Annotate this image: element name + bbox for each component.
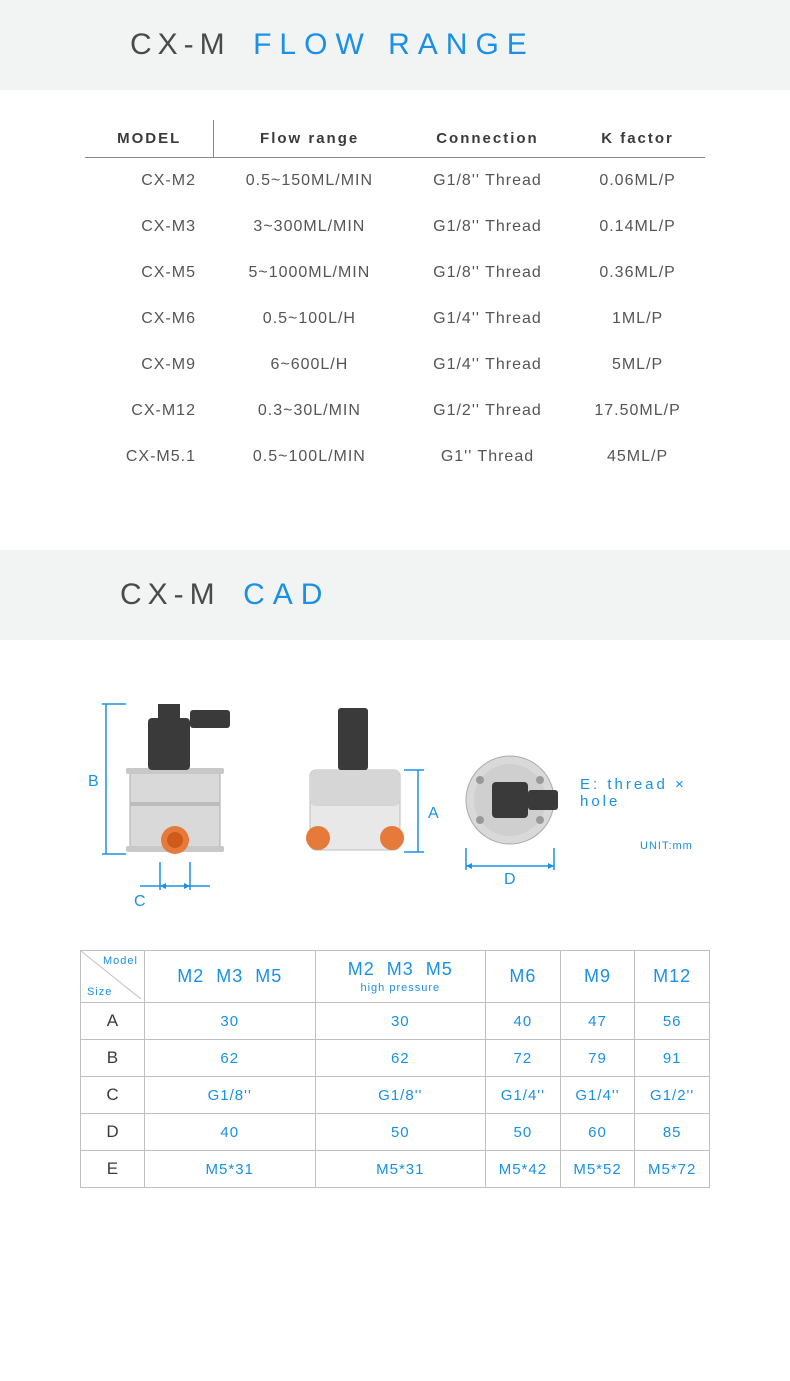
cad-row-label: E xyxy=(81,1151,145,1188)
corner-cell: Model Size xyxy=(81,951,145,1003)
flow-cell: CX-M5.1 xyxy=(85,434,214,480)
flow-cell: G1/8'' Thread xyxy=(405,204,570,250)
cad-cell: 56 xyxy=(635,1003,710,1040)
dim-label-d: D xyxy=(504,871,516,888)
flow-cell: 0.06ML/P xyxy=(570,158,705,205)
header-prefix: CX-M xyxy=(120,578,221,611)
header-suffix: FLOW RANGE xyxy=(253,28,535,61)
flow-cell: 1ML/P xyxy=(570,296,705,342)
flow-cell: CX-M3 xyxy=(85,204,214,250)
dim-label-a: A xyxy=(428,805,439,822)
flow-cell: 0.5~100L/MIN xyxy=(214,434,405,480)
flow-col-header: K factor xyxy=(570,120,705,158)
cad-cell: G1/4'' xyxy=(560,1077,635,1114)
flow-cell: CX-M6 xyxy=(85,296,214,342)
cad-cell: G1/8'' xyxy=(315,1077,486,1114)
flow-cell: 0.36ML/P xyxy=(570,250,705,296)
cad-cell: G1/8'' xyxy=(144,1077,315,1114)
table-row: CX-M20.5~150ML/MING1/8'' Thread0.06ML/P xyxy=(85,158,705,205)
cad-col-header: M6 xyxy=(486,951,561,1003)
flow-col-header: Flow range xyxy=(214,120,405,158)
cad-cell: M5*31 xyxy=(315,1151,486,1188)
flow-cell: 6~600L/H xyxy=(214,342,405,388)
cad-cell: 91 xyxy=(635,1040,710,1077)
cad-cell: M5*52 xyxy=(560,1151,635,1188)
flow-cell: G1'' Thread xyxy=(405,434,570,480)
cad-cell: 62 xyxy=(144,1040,315,1077)
cad-cell: G1/2'' xyxy=(635,1077,710,1114)
cad-col-header: M9 xyxy=(560,951,635,1003)
table-row: CG1/8''G1/8''G1/4''G1/4''G1/2'' xyxy=(81,1077,710,1114)
header-prefix: CX-M xyxy=(130,28,231,61)
flow-cell: G1/8'' Thread xyxy=(405,250,570,296)
flow-cell: 0.5~100L/H xyxy=(214,296,405,342)
dim-label-c: C xyxy=(134,893,146,910)
table-row: CX-M33~300ML/MING1/8'' Thread0.14ML/P xyxy=(85,204,705,250)
flow-cell: CX-M5 xyxy=(85,250,214,296)
cad-cell: G1/4'' xyxy=(486,1077,561,1114)
cad-row-label: A xyxy=(81,1003,145,1040)
cad-cell: M5*72 xyxy=(635,1151,710,1188)
flow-cell: G1/8'' Thread xyxy=(405,158,570,205)
e-note: E: thread × hole xyxy=(580,776,710,810)
cad-row-label: B xyxy=(81,1040,145,1077)
flow-range-header: CX-M FLOW RANGE xyxy=(0,0,790,90)
corner-model: Model xyxy=(103,955,138,967)
cad-cell: 40 xyxy=(486,1003,561,1040)
flow-cell: CX-M9 xyxy=(85,342,214,388)
flow-cell: 5ML/P xyxy=(570,342,705,388)
table-row: CX-M5.10.5~100L/MING1'' Thread45ML/P xyxy=(85,434,705,480)
flow-cell: 0.5~150ML/MIN xyxy=(214,158,405,205)
dim-label-b: B xyxy=(88,773,99,790)
cad-cell: 50 xyxy=(486,1114,561,1151)
cad-cell: 60 xyxy=(560,1114,635,1151)
table-row: A3030404756 xyxy=(81,1003,710,1040)
cad-dimensions-table: Model Size M2 M3 M5M2 M3 M5high pressureM6… xyxy=(80,950,710,1188)
flow-cell: 45ML/P xyxy=(570,434,705,480)
cad-cell: 47 xyxy=(560,1003,635,1040)
table-row: CX-M96~600L/HG1/4'' Thread5ML/P xyxy=(85,342,705,388)
cad-col-header: M2 M3 M5 xyxy=(144,951,315,1003)
cad-cell: 40 xyxy=(144,1114,315,1151)
cad-cell: 30 xyxy=(144,1003,315,1040)
table-row: D4050506085 xyxy=(81,1114,710,1151)
cad-cell: 79 xyxy=(560,1040,635,1077)
flow-cell: 0.14ML/P xyxy=(570,204,705,250)
corner-size: Size xyxy=(87,986,112,998)
unit-note: UNIT:mm xyxy=(640,840,693,852)
flow-cell: 3~300ML/MIN xyxy=(214,204,405,250)
flow-cell: G1/4'' Thread xyxy=(405,296,570,342)
cad-cell: 30 xyxy=(315,1003,486,1040)
cad-row-label: D xyxy=(81,1114,145,1151)
header-suffix: CAD xyxy=(243,578,330,611)
table-row: B6262727991 xyxy=(81,1040,710,1077)
cad-cell: 50 xyxy=(315,1114,486,1151)
flow-range-table: MODELFlow rangeConnectionK factor CX-M20… xyxy=(85,120,705,480)
cad-cell: 72 xyxy=(486,1040,561,1077)
flow-cell: 0.3~30L/MIN xyxy=(214,388,405,434)
cad-col-header: M12 xyxy=(635,951,710,1003)
flow-cell: G1/4'' Thread xyxy=(405,342,570,388)
table-row: CX-M60.5~100L/HG1/4'' Thread1ML/P xyxy=(85,296,705,342)
cad-cell: M5*31 xyxy=(144,1151,315,1188)
flow-cell: 17.50ML/P xyxy=(570,388,705,434)
flow-col-header: MODEL xyxy=(85,120,214,158)
cad-header: CX-M CAD xyxy=(0,550,790,640)
flow-cell: G1/2'' Thread xyxy=(405,388,570,434)
cad-row-label: C xyxy=(81,1077,145,1114)
cad-cell: 85 xyxy=(635,1114,710,1151)
cad-col-header: M2 M3 M5high pressure xyxy=(315,951,486,1003)
flow-cell: 5~1000ML/MIN xyxy=(214,250,405,296)
flow-cell: CX-M2 xyxy=(85,158,214,205)
flow-cell: CX-M12 xyxy=(85,388,214,434)
table-row: EM5*31M5*31M5*42M5*52M5*72 xyxy=(81,1151,710,1188)
cad-cell: 62 xyxy=(315,1040,486,1077)
table-row: CX-M55~1000ML/MING1/8'' Thread0.36ML/P xyxy=(85,250,705,296)
flow-col-header: Connection xyxy=(405,120,570,158)
cad-diagram: B C A xyxy=(80,680,710,920)
cad-cell: M5*42 xyxy=(486,1151,561,1188)
table-row: CX-M120.3~30L/MING1/2'' Thread17.50ML/P xyxy=(85,388,705,434)
